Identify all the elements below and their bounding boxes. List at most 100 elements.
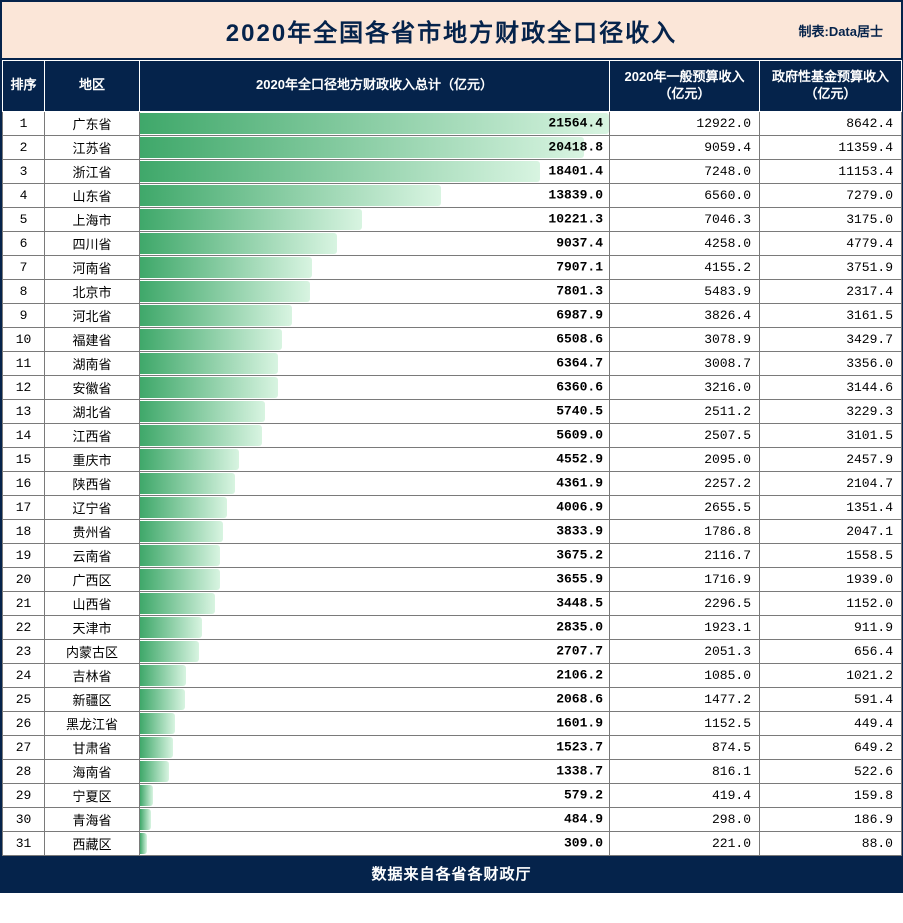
cell-v2: 1939.0 [760,567,902,591]
cell-bar: 10221.3 [140,207,610,231]
bar-value-label: 18401.4 [548,164,603,179]
bar-value-label: 4552.9 [556,452,603,467]
bar-value-label: 3833.9 [556,524,603,539]
table-row: 24吉林省2106.21085.01021.2 [3,663,902,687]
cell-region: 广东省 [45,111,140,135]
col-v1-header: 2020年一般预算收入（亿元） [610,61,760,112]
cell-v1: 874.5 [610,735,760,759]
bar-value-label: 7907.1 [556,260,603,275]
bar-fill [140,353,278,374]
cell-bar: 3675.2 [140,543,610,567]
cell-rank: 24 [3,663,45,687]
bar-fill [140,737,173,758]
cell-rank: 9 [3,303,45,327]
cell-rank: 12 [3,375,45,399]
bar-value-label: 9037.4 [556,236,603,251]
cell-bar: 1523.7 [140,735,610,759]
cell-v2: 911.9 [760,615,902,639]
cell-region: 河南省 [45,255,140,279]
cell-v1: 2116.7 [610,543,760,567]
bar-fill [140,665,186,686]
bar-value-label: 1338.7 [556,764,603,779]
cell-region: 辽宁省 [45,495,140,519]
cell-v2: 3161.5 [760,303,902,327]
cell-region: 江西省 [45,423,140,447]
cell-rank: 1 [3,111,45,135]
cell-rank: 2 [3,135,45,159]
cell-bar: 7907.1 [140,255,610,279]
cell-v2: 2317.4 [760,279,902,303]
bar-fill [140,233,337,254]
cell-v1: 4258.0 [610,231,760,255]
bar-fill [140,713,175,734]
cell-v1: 6560.0 [610,183,760,207]
table-row: 23内蒙古区2707.72051.3656.4 [3,639,902,663]
cell-v1: 12922.0 [610,111,760,135]
cell-v2: 4779.4 [760,231,902,255]
cell-region: 上海市 [45,207,140,231]
bar-fill [140,377,278,398]
table-row: 17辽宁省4006.92655.51351.4 [3,495,902,519]
cell-v1: 2296.5 [610,591,760,615]
cell-bar: 2068.6 [140,687,610,711]
bar-value-label: 13839.0 [548,188,603,203]
table-row: 12安徽省6360.63216.03144.6 [3,375,902,399]
cell-rank: 20 [3,567,45,591]
cell-v1: 1786.8 [610,519,760,543]
cell-v2: 8642.4 [760,111,902,135]
cell-bar: 309.0 [140,831,610,855]
cell-v2: 3356.0 [760,351,902,375]
bar-value-label: 2835.0 [556,620,603,635]
cell-v1: 3216.0 [610,375,760,399]
cell-region: 山西省 [45,591,140,615]
cell-v2: 88.0 [760,831,902,855]
cell-rank: 31 [3,831,45,855]
cell-v2: 159.8 [760,783,902,807]
cell-v1: 2655.5 [610,495,760,519]
table-row: 21山西省3448.52296.51152.0 [3,591,902,615]
bar-value-label: 4006.9 [556,500,603,515]
table-row: 29宁夏区579.2419.4159.8 [3,783,902,807]
table-row: 18贵州省3833.91786.82047.1 [3,519,902,543]
table-row: 2江苏省20418.89059.411359.4 [3,135,902,159]
cell-region: 西藏区 [45,831,140,855]
table-row: 20广西区3655.91716.91939.0 [3,567,902,591]
cell-rank: 18 [3,519,45,543]
cell-v1: 3826.4 [610,303,760,327]
bar-value-label: 309.0 [564,836,603,851]
bar-value-label: 3448.5 [556,596,603,611]
cell-v1: 4155.2 [610,255,760,279]
bar-fill [140,617,202,638]
cell-rank: 29 [3,783,45,807]
cell-v2: 522.6 [760,759,902,783]
cell-bar: 484.9 [140,807,610,831]
table-row: 9河北省6987.93826.43161.5 [3,303,902,327]
table-row: 25新疆区2068.61477.2591.4 [3,687,902,711]
cell-v2: 11153.4 [760,159,902,183]
table-row: 13湖北省5740.52511.23229.3 [3,399,902,423]
bar-value-label: 5740.5 [556,404,603,419]
bar-value-label: 3675.2 [556,548,603,563]
credit-label: 制表:Data居士 [798,21,883,40]
cell-rank: 22 [3,615,45,639]
bar-value-label: 20418.8 [548,140,603,155]
cell-bar: 4552.9 [140,447,610,471]
cell-rank: 15 [3,447,45,471]
table-row: 27甘肃省1523.7874.5649.2 [3,735,902,759]
cell-v2: 186.9 [760,807,902,831]
bar-fill [140,833,147,854]
col-rank-header: 排序 [3,61,45,112]
cell-region: 广西区 [45,567,140,591]
bar-fill [140,473,235,494]
cell-v2: 11359.4 [760,135,902,159]
bar-value-label: 21564.4 [548,116,603,131]
cell-v2: 2457.9 [760,447,902,471]
bar-fill [140,449,239,470]
footer-source: 数据来自各省各财政厅 [2,856,901,891]
cell-v2: 7279.0 [760,183,902,207]
cell-v1: 9059.4 [610,135,760,159]
cell-region: 云南省 [45,543,140,567]
cell-region: 新疆区 [45,687,140,711]
cell-bar: 21564.4 [140,111,610,135]
bar-value-label: 6364.7 [556,356,603,371]
